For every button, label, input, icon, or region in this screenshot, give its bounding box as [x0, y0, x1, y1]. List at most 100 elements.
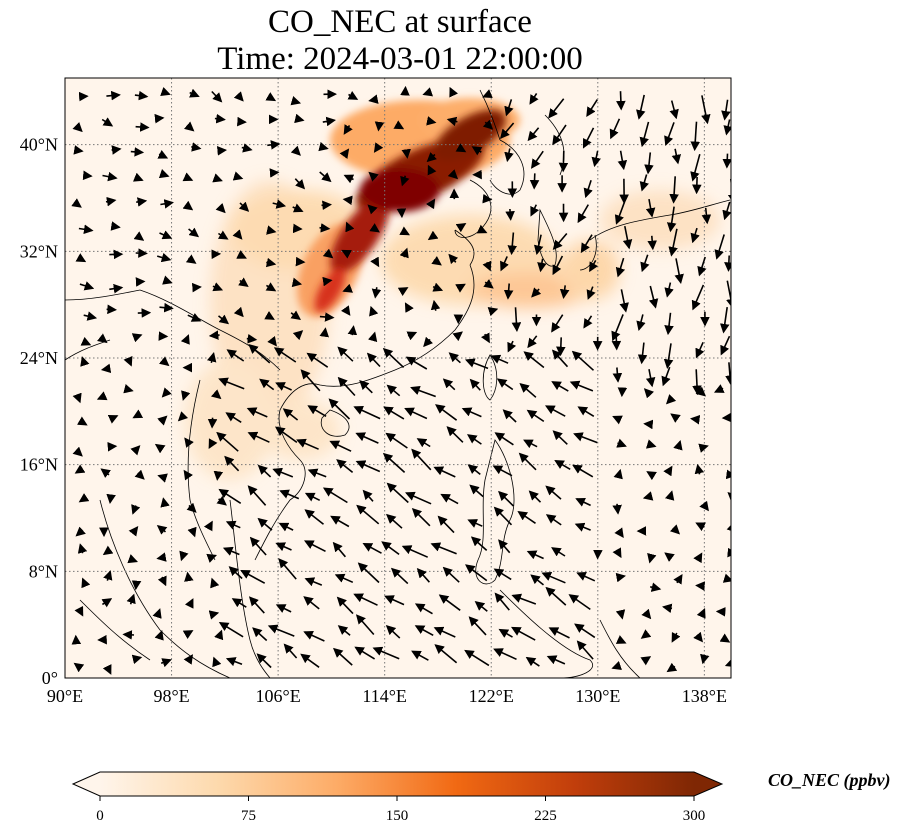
- wind-arrow: [73, 662, 85, 673]
- wind-arrow: [74, 464, 86, 474]
- wind-arrow: [71, 198, 82, 208]
- wind-arrow: [265, 92, 277, 102]
- wind-arrow: [580, 234, 593, 254]
- wind-arrow: [160, 199, 174, 209]
- wind-arrow: [637, 342, 648, 365]
- wind-arrow: [128, 526, 139, 537]
- wind-arrow: [461, 407, 482, 418]
- wind-arrow: [370, 256, 380, 268]
- wind-arrow: [393, 120, 405, 130]
- wind-arrow: [719, 306, 730, 334]
- wind-arrow: [669, 524, 681, 535]
- wind-arrow: [337, 376, 356, 397]
- wind-arrow: [187, 526, 197, 538]
- wind-arrow: [303, 540, 326, 553]
- wind-arrow: [426, 152, 437, 163]
- wind-arrow: [303, 596, 320, 610]
- wind-arrow: [267, 335, 277, 347]
- wind-arrow: [210, 389, 222, 400]
- wind-arrow: [215, 203, 226, 214]
- wind-arrow: [505, 208, 515, 221]
- colorbar-tick-label: 75: [241, 808, 256, 824]
- lon-tick-label: 106°E: [256, 686, 301, 706]
- wind-arrow: [699, 500, 709, 512]
- wind-arrow: [130, 147, 145, 157]
- wind-arrow: [306, 352, 329, 368]
- wind-arrow: [304, 509, 324, 525]
- wind-arrow: [300, 653, 320, 668]
- wind-arrow: [222, 546, 240, 556]
- wind-arrow: [482, 260, 492, 272]
- wind-arrow: [77, 543, 88, 554]
- wind-arrow: [690, 227, 700, 244]
- wind-arrow: [386, 384, 401, 397]
- wind-arrow: [541, 571, 566, 584]
- wind-arrow: [447, 169, 459, 180]
- wind-arrow: [665, 490, 675, 501]
- wind-arrow: [558, 150, 569, 173]
- wind-arrow: [228, 566, 243, 580]
- wind-arrow: [359, 379, 373, 394]
- wind-arrow: [691, 284, 705, 311]
- wind-arrow: [237, 116, 247, 127]
- wind-arrow: [546, 655, 566, 665]
- wind-arrow: [154, 443, 166, 454]
- wind-arrow: [504, 148, 514, 163]
- wind-arrow: [582, 127, 595, 149]
- wind-arrow: [218, 621, 244, 638]
- wind-arrow: [341, 249, 352, 259]
- wind-arrow: [455, 143, 467, 153]
- wind-arrow: [275, 382, 292, 391]
- colorbar-extend-low: [73, 772, 100, 796]
- wind-arrow: [545, 485, 562, 500]
- wind-arrow: [156, 525, 168, 535]
- wind-arrow: [343, 174, 355, 184]
- wind-arrow: [181, 390, 191, 401]
- wind-arrow: [122, 630, 135, 640]
- wind-arrow: [492, 465, 513, 477]
- wind-arrow: [725, 362, 731, 386]
- wind-arrow: [400, 85, 410, 96]
- wind-arrow: [650, 582, 662, 592]
- wind-arrow: [545, 514, 562, 526]
- wind-arrow: [322, 248, 334, 259]
- wind-arrow: [551, 314, 564, 333]
- wind-arrow: [236, 250, 247, 259]
- wind-arrow: [133, 231, 145, 241]
- wind-arrow: [208, 330, 220, 340]
- wind-arrow: [551, 381, 569, 392]
- lat-tick-label: 40°N: [20, 135, 58, 155]
- wind-arrow: [183, 654, 193, 665]
- wind-arrow: [337, 625, 351, 636]
- wind-arrow: [72, 446, 83, 457]
- wind-arrow: [573, 432, 598, 444]
- wind-arrow: [160, 86, 171, 97]
- wind-arrow: [405, 356, 428, 370]
- wind-arrow: [273, 347, 297, 363]
- wind-arrow: [577, 406, 595, 417]
- wind-arrow: [76, 416, 88, 426]
- wind-arrow: [183, 121, 195, 132]
- wind-arrow: [523, 351, 545, 369]
- wind-arrow: [74, 605, 84, 617]
- wind-arrow: [96, 391, 108, 401]
- wind-arrow: [247, 431, 270, 443]
- wind-arrow: [467, 464, 481, 476]
- lon-tick-label: 122°E: [469, 686, 514, 706]
- wind-arrow: [248, 596, 265, 614]
- wind-arrow: [503, 283, 514, 300]
- wind-arrow: [446, 116, 458, 127]
- wind-arrow: [369, 305, 379, 317]
- wind-arrow: [240, 569, 266, 584]
- wind-arrow: [455, 223, 467, 233]
- wind-arrow: [106, 493, 116, 504]
- wind-arrow: [383, 406, 405, 420]
- wind-arrow: [530, 204, 540, 217]
- colorbar-tick-label: 150: [386, 808, 409, 824]
- wind-arrow: [401, 148, 411, 159]
- wind-arrow: [275, 426, 298, 444]
- wind-arrow: [218, 314, 230, 325]
- wind-arrow: [531, 287, 542, 298]
- wind-arrow: [382, 452, 406, 473]
- wind-arrow: [404, 302, 414, 313]
